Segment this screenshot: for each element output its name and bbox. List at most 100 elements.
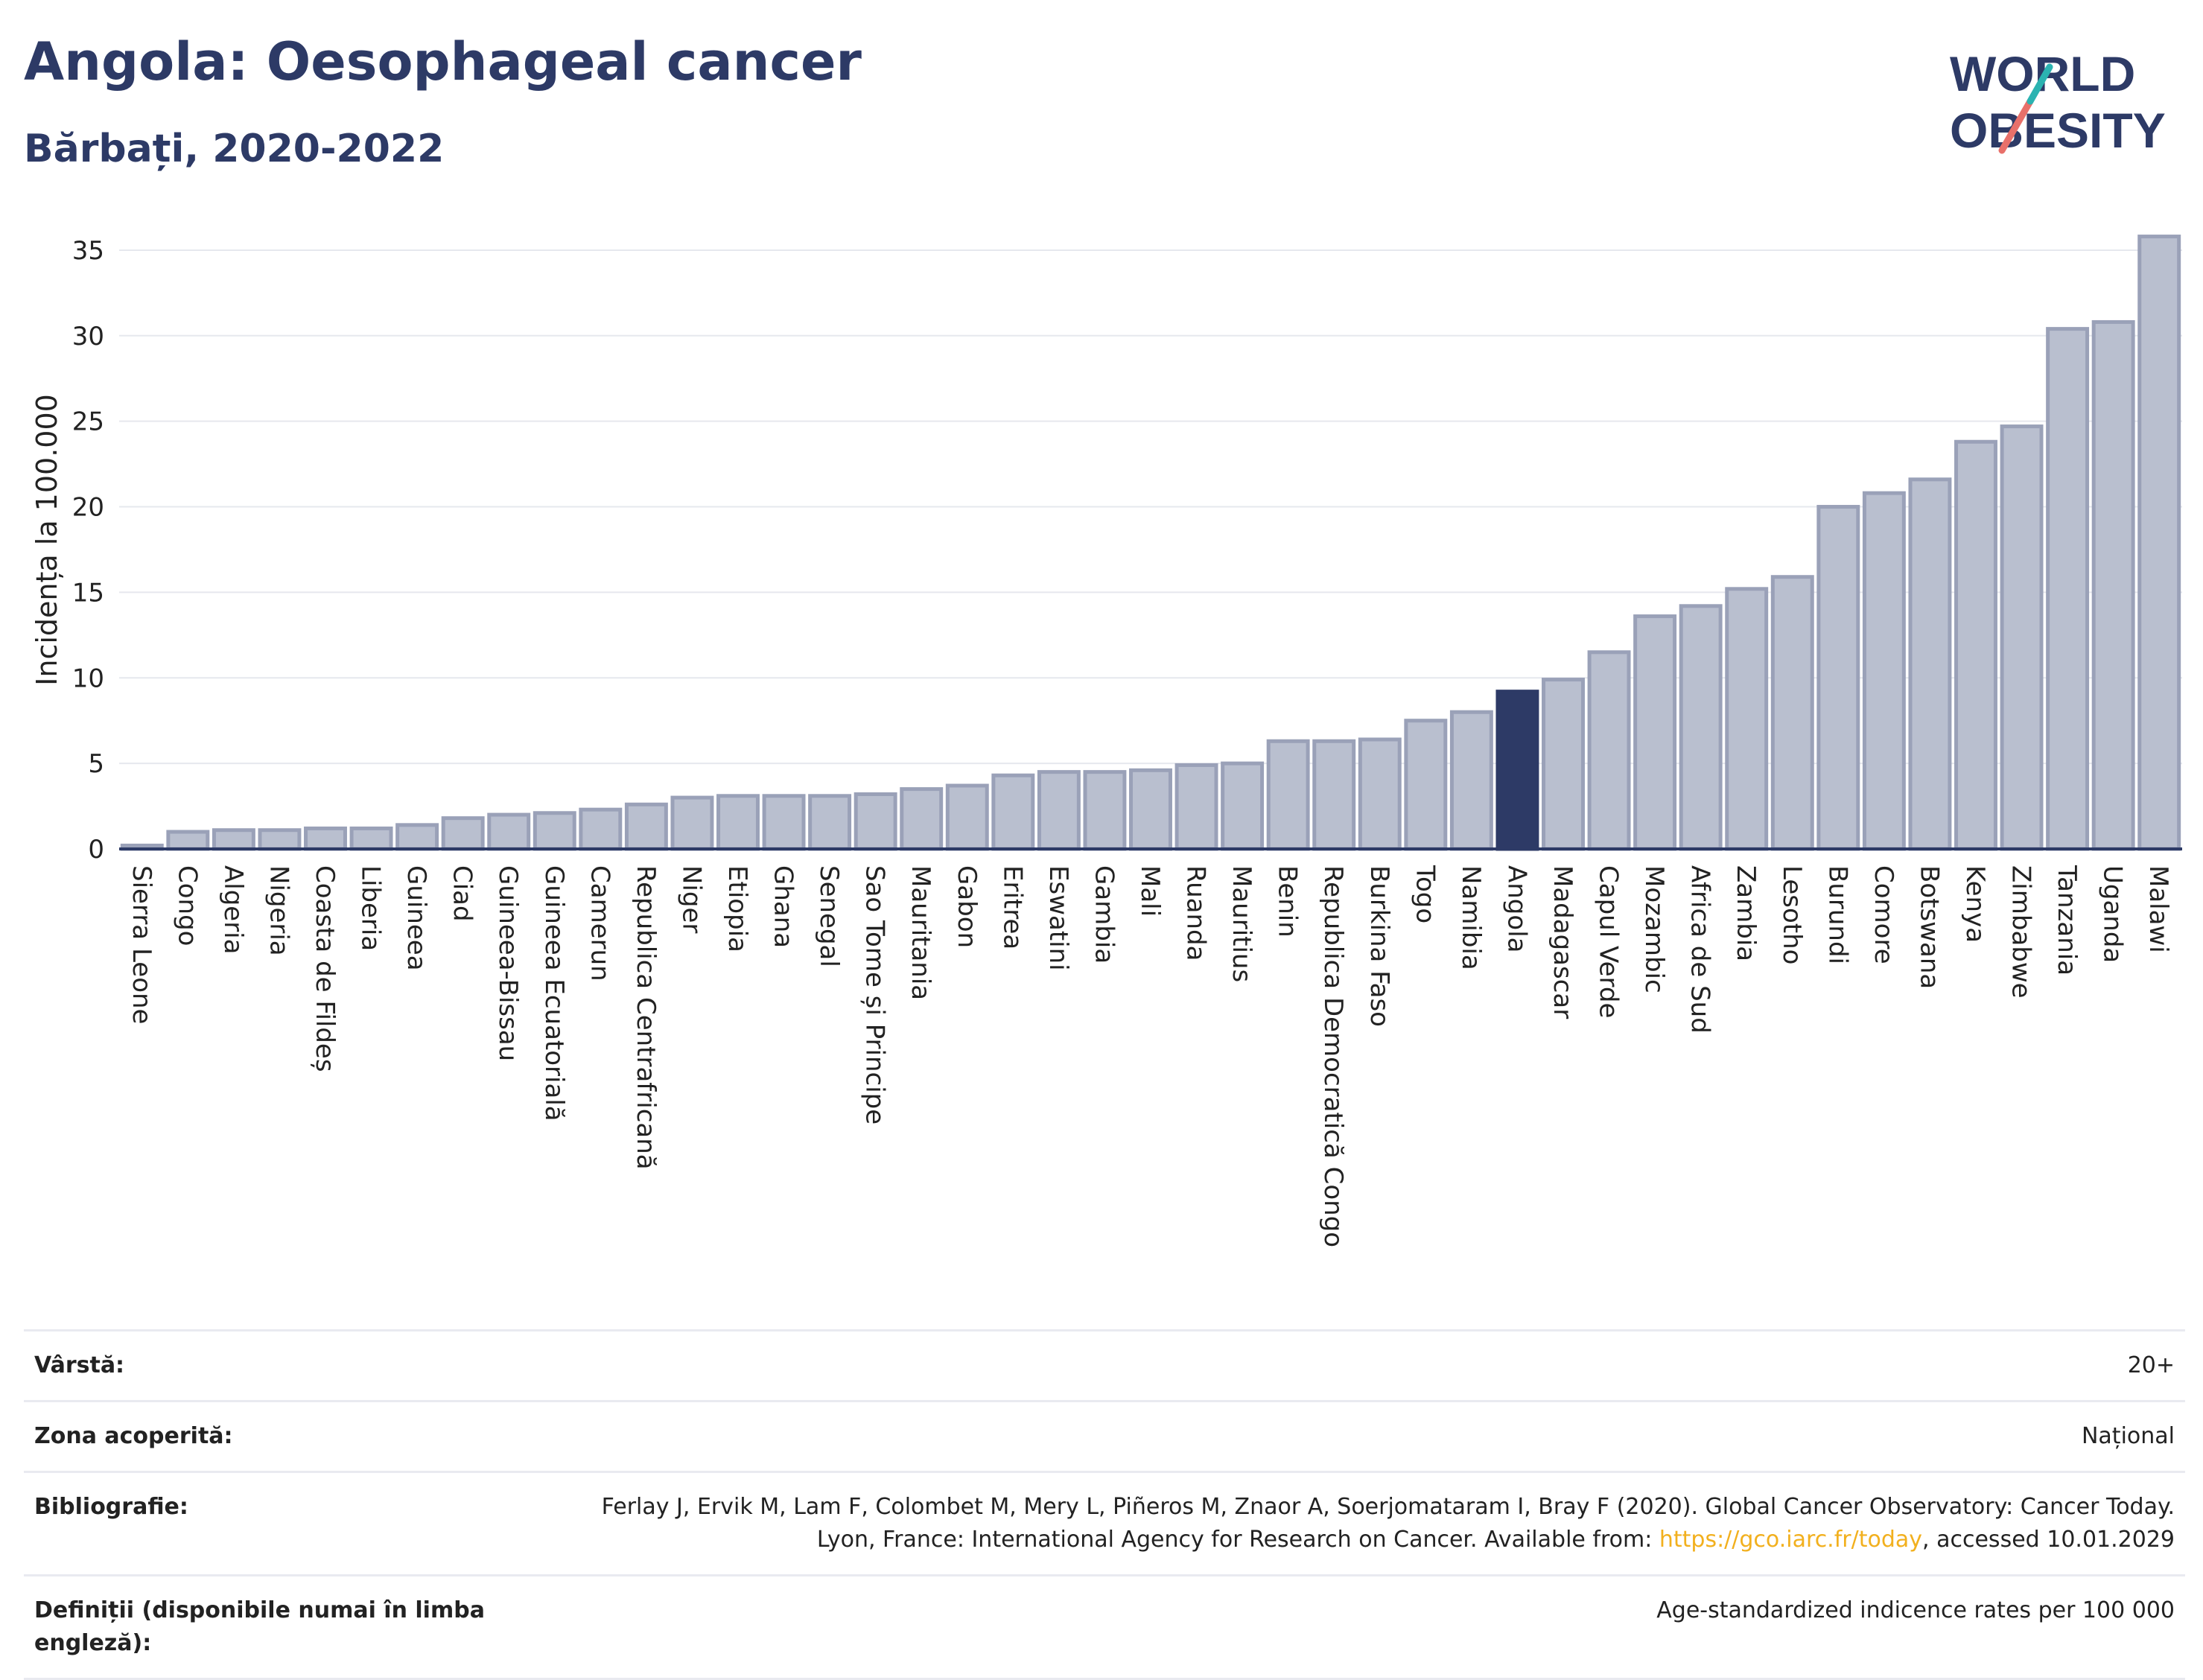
bar-sao-tome-i-principe [853, 792, 897, 851]
x-tick-label: Kenya [1960, 865, 1990, 943]
bar-ghana [762, 794, 806, 851]
x-tick-label: Guineea-Bissau [493, 865, 523, 1061]
age-value: 20+ [2127, 1352, 2175, 1378]
bar-lesotho [1770, 575, 1814, 851]
bar-eritrea [991, 773, 1035, 851]
x-tick-label: Eswatini [1043, 865, 1073, 971]
bar-senegal [808, 794, 852, 851]
x-tick-label: Etiopia [722, 865, 752, 952]
x-tick-label: Mauritania [906, 865, 935, 1000]
x-tick-label: Tanzania [2052, 865, 2082, 976]
bar-gabon [945, 783, 989, 851]
bar-republica-democratic-congo [1312, 739, 1356, 851]
y-tick-label: 30 [72, 322, 104, 351]
x-tick-label: Liberia [356, 865, 386, 951]
bibliography-text: Ferlay J, Ervik M, Lam F, Colombet M, Me… [601, 1494, 2175, 1553]
y-tick-label: 20 [72, 493, 104, 523]
bar-zimbabwe [2000, 424, 2044, 851]
x-tick-label: Congo [172, 865, 202, 946]
bar-republica-centrafrican- [624, 802, 668, 851]
x-tick-label: Camerun [585, 865, 614, 981]
x-tick-label: Benin [1273, 865, 1303, 938]
bar-guineea-bissau [487, 812, 531, 851]
y-tick-label: 25 [72, 407, 104, 437]
x-tick-label: Uganda [2098, 865, 2128, 963]
logo-slash-teal [2026, 63, 2053, 105]
x-tick-label: Coasta de Fildeș [310, 865, 340, 1072]
x-tick-label: Guineea [401, 865, 431, 971]
bar-togo [1404, 719, 1448, 851]
meta-row-bibliography: Bibliografie: Ferlay J, Ervik M, Lam F, … [24, 1471, 2185, 1574]
logo-line-2: OBESITY [1950, 103, 2166, 156]
metadata-table: Vârstă: 20+ Zona acoperită: Național Bib… [24, 1329, 2185, 1680]
bar-mali [1129, 768, 1172, 851]
bar-gambia [1083, 770, 1127, 851]
x-tick-label: Mauritius [1227, 865, 1256, 982]
bar-liberia [349, 826, 393, 851]
page-subtitle: Bărbați, 2020-2022 [24, 127, 445, 171]
bar-algeria [212, 828, 255, 851]
bar-madagascar [1542, 678, 1585, 851]
bar-zambia [1725, 587, 1769, 851]
bar-mauritius [1221, 761, 1265, 851]
bar-coasta-de-filde- [304, 826, 347, 851]
y-tick-label: 0 [88, 835, 104, 865]
logo-slash-red [1998, 98, 2034, 154]
x-tick-label: Mozambic [1639, 865, 1669, 993]
y-tick-label: 10 [72, 664, 104, 693]
x-tick-label: Guineea Ecuatorială [539, 865, 569, 1121]
x-tick-label: Republica Democratică Congo [1318, 865, 1348, 1247]
x-tick-label: Madagascar [1548, 865, 1577, 1019]
bar-ruanda [1174, 763, 1218, 851]
bar-capul-verde [1587, 650, 1631, 851]
bar-burundi [1816, 505, 1860, 851]
bar-burkina-faso [1358, 737, 1402, 851]
x-tick-label: Lesotho [1777, 865, 1807, 964]
x-tick-label: Comore [1869, 865, 1898, 964]
meta-row-age: Vârstă: 20+ [24, 1329, 2185, 1400]
area-label: Zona acoperită: [34, 1423, 233, 1449]
y-axis-label: Incidența la 100.000 [31, 394, 63, 686]
x-tick-label: Mali [1135, 865, 1165, 917]
meta-row-definitions: Definiții (disponibile numai în limba en… [24, 1574, 2185, 1680]
bibliography-suffix: , accessed 10.01.2029 [1922, 1527, 2175, 1553]
bar-africa-de-sud [1679, 604, 1723, 851]
x-tick-label: Senegal [814, 865, 844, 967]
x-tick-label: Togo [1410, 865, 1440, 923]
x-tick-label: Burundi [1822, 865, 1852, 964]
x-tick-label: Eritrea [997, 865, 1027, 949]
x-tick-label: Republica Centrafricană [631, 865, 661, 1170]
bar-ciad [441, 816, 485, 851]
bar-benin [1266, 739, 1310, 851]
meta-row-area: Zona acoperită: Național [24, 1400, 2185, 1471]
x-tick-label: Algeria [218, 865, 248, 954]
bar-namibia [1449, 710, 1493, 851]
world-obesity-logo: WORLD OBESITY [1950, 46, 2166, 156]
bar-comore [1862, 491, 1906, 851]
x-tick-label: Ruanda [1181, 865, 1211, 961]
x-tick-label: Niger [676, 865, 706, 933]
x-tick-label: Sao Tome și Principe [860, 865, 890, 1124]
bar-kenya [1954, 439, 1997, 851]
bar-angola [1495, 690, 1539, 851]
bibliography-label: Bibliografie: [34, 1494, 188, 1520]
bar-eswatini [1037, 770, 1081, 851]
bar-congo [166, 830, 210, 851]
x-tick-label: Burkina Faso [1364, 865, 1394, 1027]
x-tick-label: Capul Verde [1594, 865, 1624, 1018]
bar-etiopia [716, 794, 760, 851]
x-tick-label: Angola [1501, 865, 1531, 952]
bar-chart: 0 5 10 15 20 25 30 35 Incidența la 100.000 Sierra… [31, 235, 2182, 1247]
bibliography-link[interactable]: https://gco.iarc.fr/today [1659, 1527, 1923, 1553]
x-tick-label: Nigeria [264, 865, 293, 956]
x-tick-label: Zambia [1731, 865, 1761, 961]
bar-guineea-ecuatorial- [533, 811, 576, 851]
bar-mauritania [900, 787, 944, 851]
area-value: Național [2081, 1423, 2175, 1449]
definitions-value: Age-standardized indicence rates per 100… [1656, 1597, 2175, 1623]
x-tick-label: Gambia [1089, 865, 1119, 964]
x-tick-label: Ciad [448, 865, 477, 922]
bibliography-value: Ferlay J, Ervik M, Lam F, Colombet M, Me… [573, 1491, 2175, 1556]
age-label: Vârstă: [34, 1352, 125, 1378]
x-tick-label: Zimbabwe [2006, 865, 2036, 999]
